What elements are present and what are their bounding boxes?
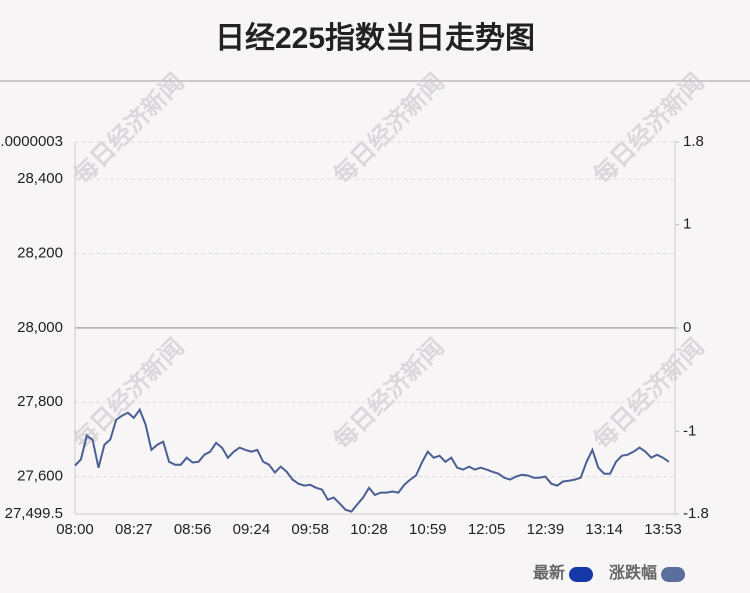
legend-swatch bbox=[661, 567, 686, 582]
y2-tick-label: 1 bbox=[683, 216, 691, 233]
y-tick-label: 27,800 bbox=[17, 393, 63, 410]
x-tick-label: 08:56 bbox=[174, 521, 212, 538]
x-tick-label: 10:59 bbox=[409, 521, 447, 538]
legend-label: 最新 bbox=[533, 563, 565, 582]
y-tick-label: 28,200 bbox=[17, 245, 63, 262]
x-tick-label: 12:39 bbox=[527, 521, 565, 538]
x-tick-label: 10:28 bbox=[350, 521, 388, 538]
y2-tick-label: -1.8 bbox=[683, 505, 709, 522]
x-tick-label: 08:27 bbox=[115, 521, 153, 538]
chart-title: 日经225指数当日走势图 bbox=[215, 21, 535, 55]
y-tick-label: 28,400 bbox=[17, 170, 63, 187]
y-tick-label: 27,600 bbox=[17, 468, 63, 485]
x-tick-label: 13:14 bbox=[585, 521, 623, 538]
x-tick-label: 09:24 bbox=[233, 521, 271, 538]
y-tick-label: 27,499.5 bbox=[5, 505, 63, 522]
y-tick-label: 28,500.0000003 bbox=[0, 133, 63, 150]
x-tick-label: 08:00 bbox=[56, 521, 94, 538]
legend-label: 涨跌幅 bbox=[609, 563, 657, 582]
price-line bbox=[74, 407, 670, 513]
y-tick-label: 28,000 bbox=[17, 319, 63, 336]
x-tick-label: 12:05 bbox=[468, 521, 506, 538]
y2-tick-label: -1 bbox=[683, 422, 696, 439]
x-tick-label: 09:58 bbox=[291, 521, 329, 538]
y2-tick-label: 0 bbox=[683, 319, 691, 336]
x-tick-label: 13:53 bbox=[644, 521, 682, 538]
y2-tick-label: 1.8 bbox=[683, 133, 704, 150]
legend-swatch bbox=[569, 567, 594, 582]
